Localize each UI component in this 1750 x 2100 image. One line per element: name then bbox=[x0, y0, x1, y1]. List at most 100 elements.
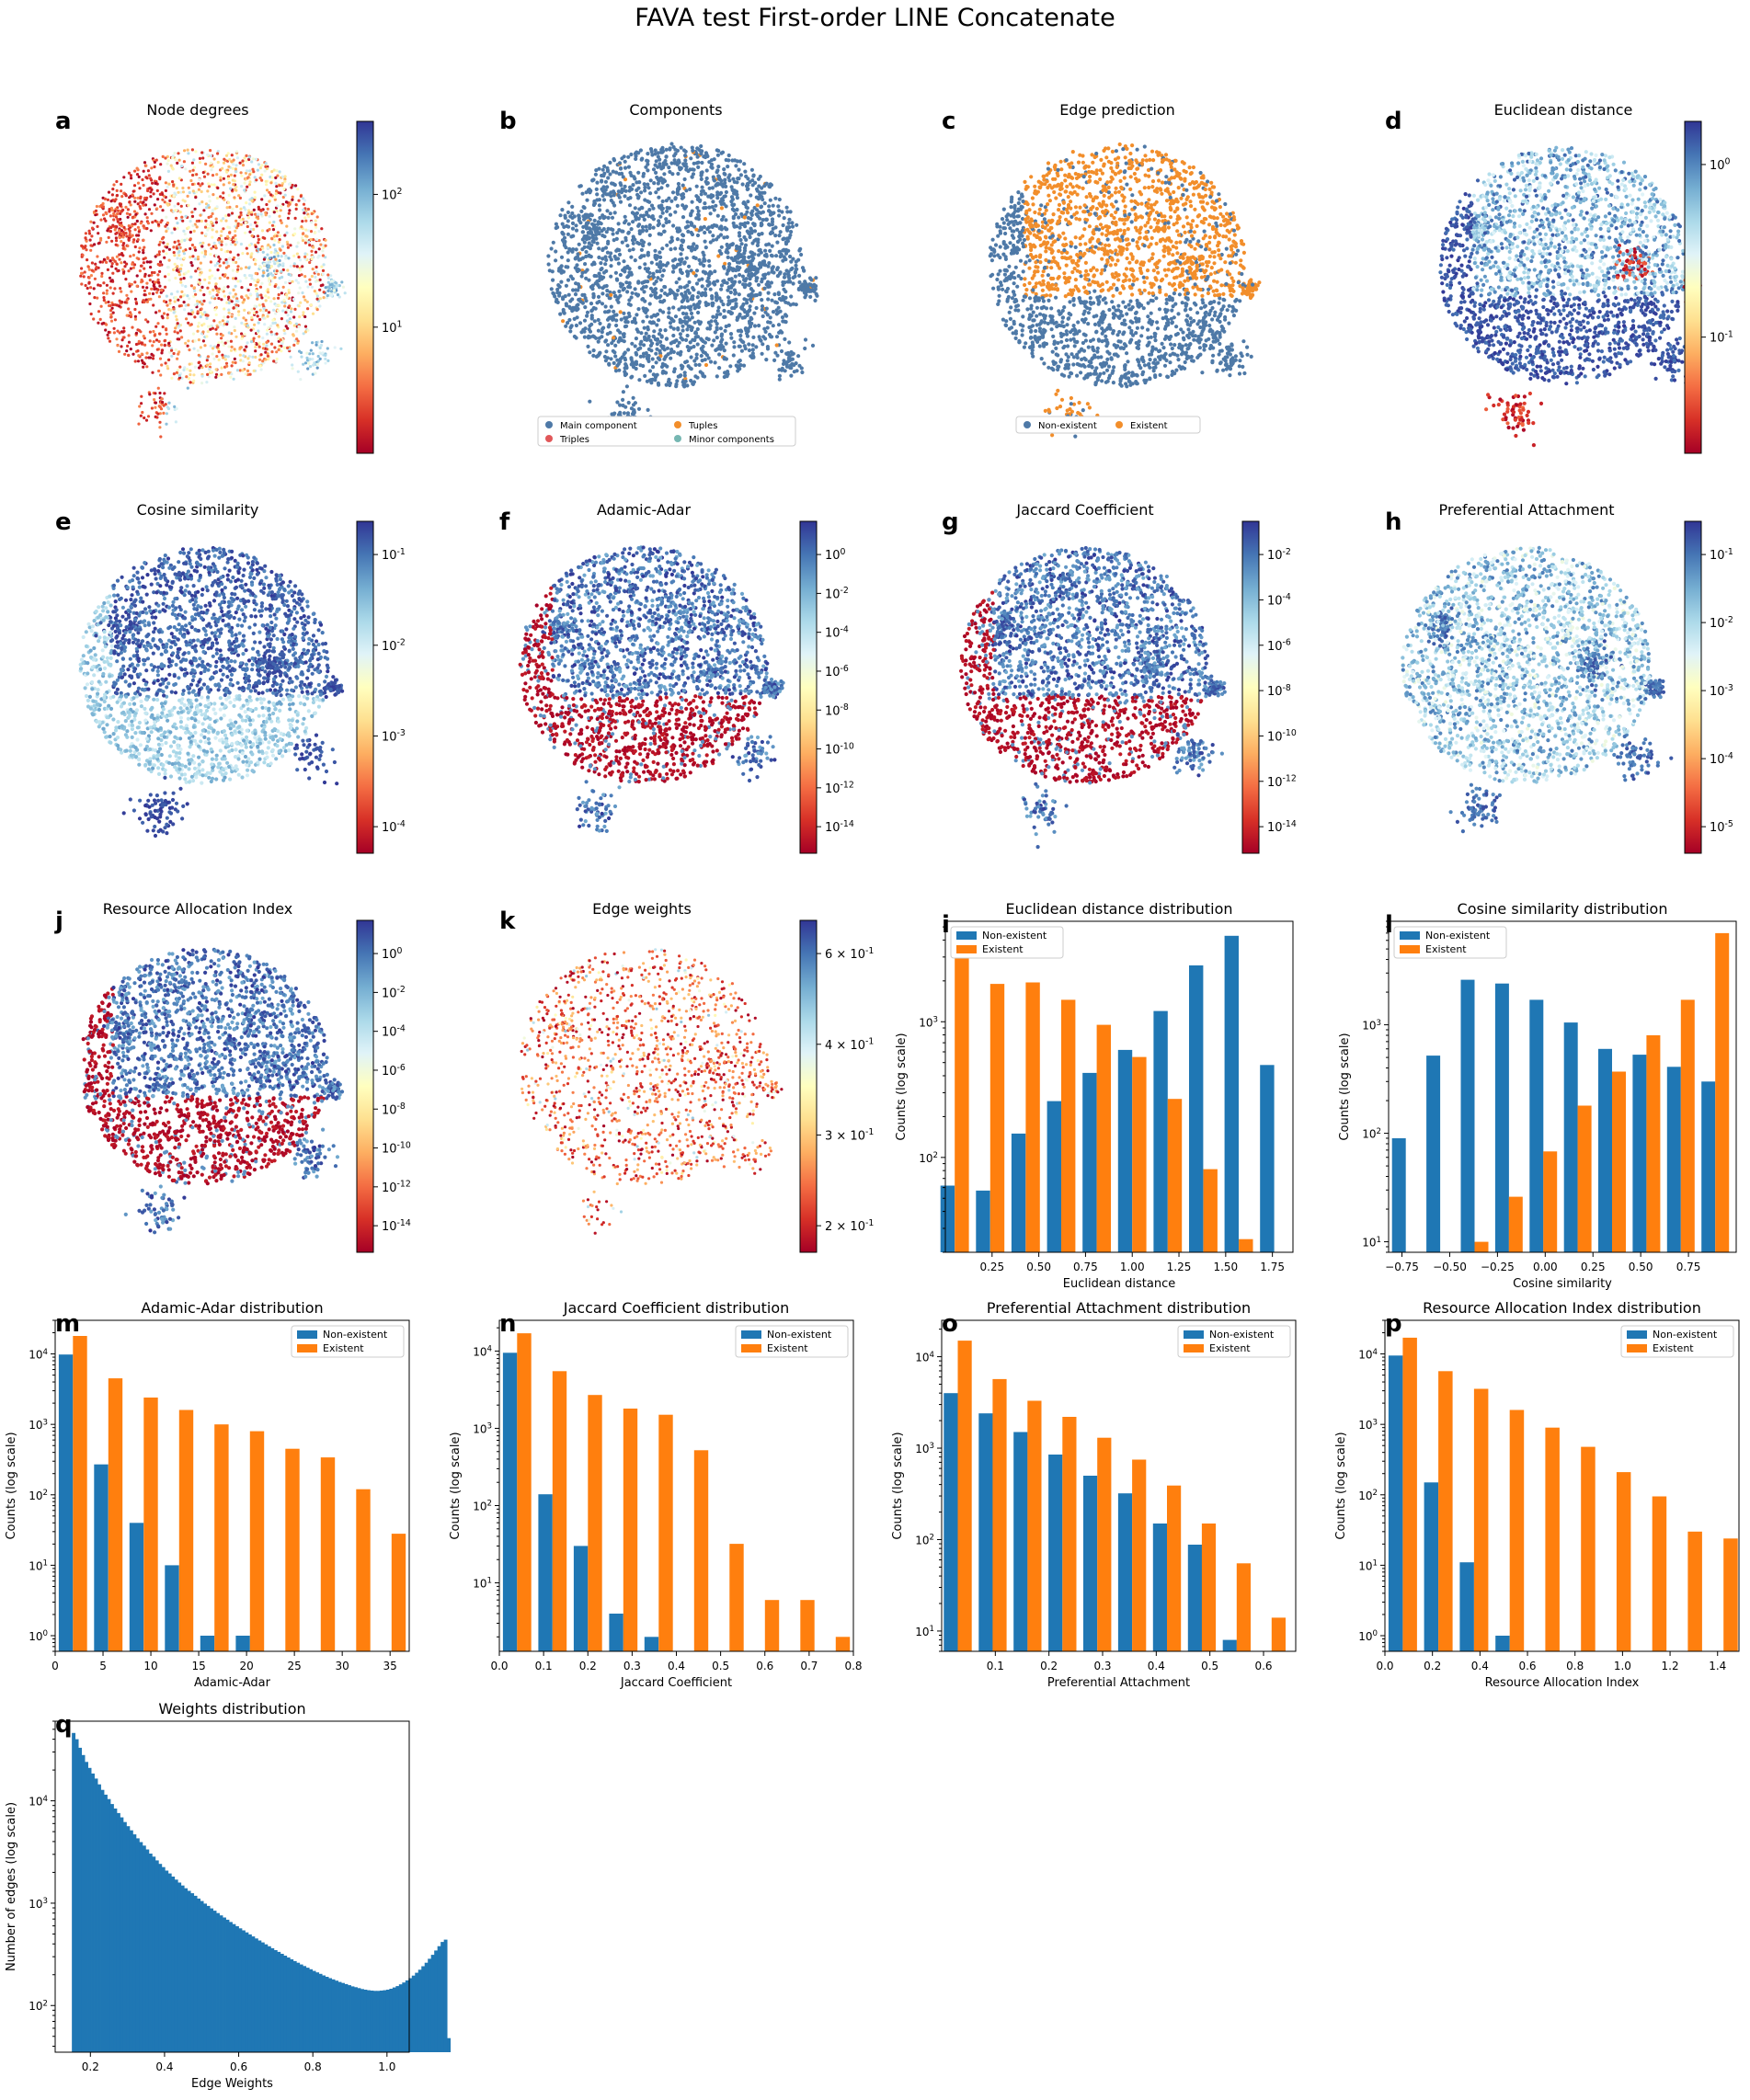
scatter-point bbox=[749, 274, 753, 278]
scatter-point bbox=[658, 260, 662, 264]
scatter-point bbox=[137, 354, 140, 357]
scatter-point bbox=[783, 257, 787, 261]
scatter-point bbox=[777, 368, 781, 371]
scatter-point bbox=[200, 151, 203, 154]
scatter-point bbox=[684, 188, 688, 192]
scatter-point bbox=[598, 198, 601, 201]
scatter-point bbox=[160, 289, 163, 291]
scatter-point bbox=[248, 312, 251, 314]
scatter-point bbox=[240, 171, 243, 174]
scatter-point bbox=[81, 254, 84, 257]
scatter-point bbox=[90, 313, 93, 315]
scatter-point bbox=[705, 168, 709, 172]
scatter-point bbox=[574, 292, 578, 296]
scatter-point bbox=[205, 223, 208, 226]
scatter-point bbox=[649, 315, 653, 319]
scatter-point bbox=[792, 363, 795, 367]
scatter-point bbox=[610, 257, 613, 261]
scatter-point bbox=[223, 315, 225, 318]
scatter-point bbox=[622, 268, 625, 272]
scatter-point bbox=[244, 333, 246, 336]
scatter-point bbox=[766, 345, 770, 348]
scatter-point bbox=[257, 238, 260, 241]
scatter-point bbox=[664, 328, 668, 332]
scatter-point bbox=[107, 334, 109, 337]
scatter-point bbox=[647, 200, 651, 204]
scatter-point bbox=[607, 325, 611, 328]
scatter-point bbox=[590, 308, 594, 312]
scatter-point bbox=[613, 211, 617, 214]
scatter-point bbox=[203, 344, 206, 347]
scatter-point bbox=[724, 218, 727, 222]
scatter-point bbox=[234, 234, 236, 237]
scatter-point bbox=[262, 347, 265, 349]
scatter-point bbox=[310, 349, 313, 352]
scatter-point bbox=[691, 297, 694, 301]
scatter-point bbox=[616, 301, 620, 304]
scatter-point bbox=[301, 220, 303, 223]
scatter-point bbox=[703, 240, 707, 244]
scatter-point bbox=[239, 211, 242, 214]
scatter-point bbox=[259, 166, 262, 169]
scatter-point bbox=[227, 345, 230, 348]
scatter-point bbox=[143, 301, 145, 303]
scatter-point bbox=[120, 240, 122, 243]
scatter-point bbox=[700, 171, 703, 175]
scatter-point bbox=[110, 320, 113, 323]
scatter-point bbox=[153, 192, 155, 195]
scatter-point bbox=[550, 246, 554, 250]
scatter-point bbox=[649, 287, 653, 291]
scatter-point bbox=[305, 352, 308, 355]
scatter-point bbox=[224, 214, 227, 217]
scatter-point bbox=[131, 263, 133, 266]
scatter-point bbox=[613, 354, 617, 358]
scatter-point bbox=[774, 254, 778, 257]
scatter-point bbox=[167, 170, 170, 173]
scatter-point bbox=[726, 272, 729, 276]
scatter-point bbox=[256, 292, 258, 295]
scatter-point bbox=[221, 167, 223, 170]
scatter-point bbox=[1065, 264, 1069, 268]
scatter-point bbox=[634, 206, 637, 210]
scatter-point bbox=[89, 286, 92, 289]
scatter-point bbox=[120, 252, 123, 255]
scatter-point bbox=[635, 211, 639, 215]
scatter-point bbox=[138, 187, 141, 189]
scatter-point bbox=[616, 296, 620, 300]
scatter-point bbox=[1195, 311, 1199, 314]
scatter-point bbox=[275, 333, 278, 336]
scatter-point bbox=[174, 330, 177, 333]
scatter-point bbox=[803, 347, 806, 350]
scatter-point bbox=[761, 191, 764, 195]
scatter-point bbox=[600, 267, 603, 270]
scatter-point bbox=[259, 177, 262, 179]
scatter-point bbox=[257, 314, 259, 317]
scatter-point bbox=[659, 289, 663, 292]
scatter-point bbox=[755, 196, 759, 200]
scatter-point bbox=[707, 206, 711, 210]
scatter-point bbox=[654, 287, 658, 291]
scatter-point bbox=[194, 150, 197, 153]
scatter-point bbox=[278, 293, 280, 296]
scatter-point bbox=[687, 280, 691, 284]
scatter-point bbox=[158, 392, 161, 394]
scatter-point bbox=[738, 359, 742, 362]
scatter-point bbox=[250, 340, 253, 343]
scatter-point bbox=[138, 340, 141, 343]
scatter-point bbox=[140, 222, 143, 224]
scatter-point bbox=[87, 282, 90, 285]
scatter-point bbox=[297, 200, 300, 202]
scatter-point bbox=[247, 176, 250, 178]
scatter-point bbox=[701, 359, 704, 362]
scatter-point bbox=[229, 238, 232, 241]
scatter-point bbox=[690, 222, 693, 225]
scatter-point bbox=[165, 252, 167, 255]
scatter-point bbox=[681, 383, 685, 387]
scatter-point bbox=[254, 263, 257, 266]
scatter-point bbox=[215, 173, 218, 176]
scatter-point bbox=[269, 300, 272, 302]
scatter-point bbox=[177, 291, 179, 293]
scatter-point bbox=[228, 181, 231, 184]
scatter-point bbox=[142, 286, 144, 289]
scatter-point bbox=[133, 263, 136, 266]
